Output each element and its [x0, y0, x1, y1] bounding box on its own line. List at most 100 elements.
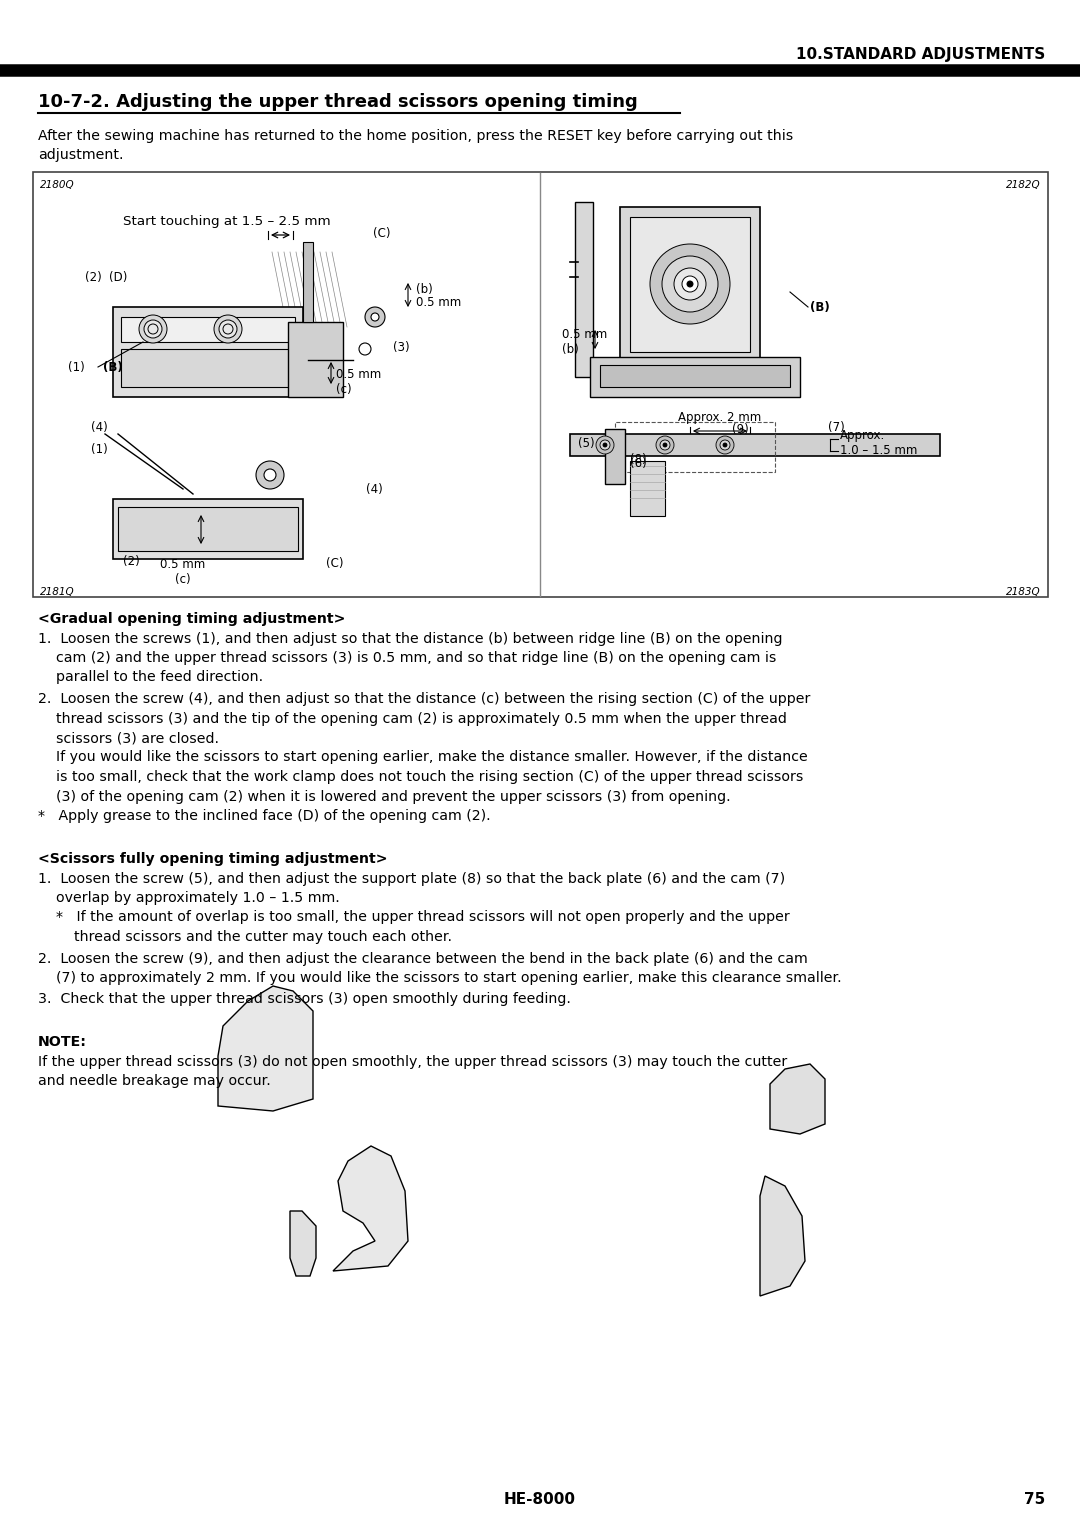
- Text: *   If the amount of overlap is too small, the upper thread scissors will not op: * If the amount of overlap is too small,…: [38, 911, 789, 924]
- Circle shape: [650, 244, 730, 324]
- Text: (3): (3): [393, 341, 409, 353]
- Bar: [590, 358, 800, 397]
- Bar: [288, 322, 343, 397]
- Text: <Scissors fully opening timing adjustment>: <Scissors fully opening timing adjustmen…: [38, 853, 388, 866]
- Polygon shape: [770, 1063, 825, 1134]
- Text: cam (2) and the upper thread scissors (3) is 0.5 mm, and so that ridge line (B) : cam (2) and the upper thread scissors (3…: [38, 651, 777, 665]
- Text: (c): (c): [175, 573, 191, 585]
- Text: (b): (b): [416, 283, 433, 295]
- Circle shape: [139, 315, 167, 342]
- Circle shape: [681, 277, 698, 292]
- Text: (7) to approximately 2 mm. If you would like the scissors to start opening earli: (7) to approximately 2 mm. If you would …: [38, 970, 841, 986]
- Circle shape: [660, 440, 670, 451]
- Text: (C): (C): [326, 558, 343, 570]
- Bar: [303, 241, 313, 322]
- Text: is too small, check that the work clamp does not touch the rising section (C) of: is too small, check that the work clamp …: [38, 770, 804, 784]
- Text: 2.  Loosen the screw (9), and then adjust the clearance between the bend in the : 2. Loosen the screw (9), and then adjust…: [38, 952, 808, 966]
- Text: thread scissors (3) and the tip of the opening cam (2) is approximately 0.5 mm w: thread scissors (3) and the tip of the o…: [38, 712, 787, 726]
- Circle shape: [144, 319, 162, 338]
- Bar: [630, 217, 750, 351]
- Text: Start touching at 1.5 – 2.5 mm: Start touching at 1.5 – 2.5 mm: [123, 215, 330, 229]
- Text: (8): (8): [630, 452, 647, 466]
- Text: 10-7-2. Adjusting the upper thread scissors opening timing: 10-7-2. Adjusting the upper thread sciss…: [38, 93, 638, 112]
- Circle shape: [723, 443, 727, 448]
- Bar: [605, 429, 625, 484]
- Text: thread scissors and the cutter may touch each other.: thread scissors and the cutter may touch…: [38, 931, 453, 944]
- Circle shape: [603, 443, 607, 448]
- Bar: [113, 307, 303, 397]
- Text: (3) of the opening cam (2) when it is lowered and prevent the upper scissors (3): (3) of the opening cam (2) when it is lo…: [38, 790, 731, 804]
- Text: (1): (1): [68, 361, 85, 373]
- Text: 1.0 – 1.5 mm: 1.0 – 1.5 mm: [840, 443, 917, 457]
- Text: (b): (b): [562, 342, 579, 356]
- Text: (C): (C): [373, 228, 391, 240]
- Text: Approx.: Approx.: [840, 429, 886, 443]
- Text: (5): (5): [578, 437, 595, 451]
- Text: 3.  Check that the upper thread scissors (3) open smoothly during feeding.: 3. Check that the upper thread scissors …: [38, 993, 571, 1007]
- Bar: [570, 434, 940, 455]
- Circle shape: [674, 267, 706, 299]
- Text: (D): (D): [109, 272, 127, 284]
- Bar: [630, 461, 665, 516]
- Circle shape: [264, 469, 276, 481]
- Text: *   Apply grease to the inclined face (D) of the opening cam (2).: * Apply grease to the inclined face (D) …: [38, 808, 490, 824]
- Text: (4): (4): [91, 420, 108, 434]
- Text: adjustment.: adjustment.: [38, 148, 123, 162]
- Circle shape: [359, 342, 372, 354]
- Bar: [113, 500, 303, 559]
- Circle shape: [365, 307, 384, 327]
- Text: parallel to the feed direction.: parallel to the feed direction.: [38, 671, 264, 685]
- Circle shape: [662, 257, 718, 312]
- Text: If the upper thread scissors (3) do not open smoothly, the upper thread scissors: If the upper thread scissors (3) do not …: [38, 1054, 787, 1070]
- Bar: [615, 422, 775, 472]
- Text: 2.  Loosen the screw (4), and then adjust so that the distance (c) between the r: 2. Loosen the screw (4), and then adjust…: [38, 692, 810, 706]
- Text: (B): (B): [103, 361, 123, 373]
- Text: (4): (4): [366, 483, 382, 495]
- Circle shape: [372, 313, 379, 321]
- Text: scissors (3) are closed.: scissors (3) are closed.: [38, 730, 219, 746]
- Text: (6): (6): [630, 457, 647, 471]
- Text: 0.5 mm: 0.5 mm: [562, 329, 607, 341]
- Circle shape: [663, 443, 667, 448]
- Text: (B): (B): [810, 301, 829, 313]
- Text: 2181Q: 2181Q: [40, 587, 75, 597]
- Text: 10.STANDARD ADJUSTMENTS: 10.STANDARD ADJUSTMENTS: [796, 47, 1045, 63]
- Text: If you would like the scissors to start opening earlier, make the distance small: If you would like the scissors to start …: [38, 750, 808, 764]
- Polygon shape: [333, 1146, 408, 1271]
- Circle shape: [222, 324, 233, 335]
- Text: 1.  Loosen the screw (5), and then adjust the support plate (8) so that the back: 1. Loosen the screw (5), and then adjust…: [38, 871, 785, 886]
- Text: (2): (2): [123, 555, 139, 567]
- Text: <Gradual opening timing adjustment>: <Gradual opening timing adjustment>: [38, 613, 346, 626]
- Text: overlap by approximately 1.0 – 1.5 mm.: overlap by approximately 1.0 – 1.5 mm.: [38, 891, 340, 905]
- Text: 1.  Loosen the screws (1), and then adjust so that the distance (b) between ridg: 1. Loosen the screws (1), and then adjus…: [38, 631, 783, 645]
- Bar: [575, 202, 593, 377]
- Text: HE-8000: HE-8000: [504, 1493, 576, 1508]
- Circle shape: [600, 440, 610, 451]
- Polygon shape: [291, 1212, 316, 1276]
- Circle shape: [219, 319, 237, 338]
- Circle shape: [596, 435, 615, 454]
- Circle shape: [148, 324, 158, 335]
- Text: After the sewing machine has returned to the home position, press the RESET key : After the sewing machine has returned to…: [38, 128, 793, 144]
- Bar: [600, 365, 789, 387]
- Text: 2180Q: 2180Q: [40, 180, 75, 189]
- Text: 2182Q: 2182Q: [1007, 180, 1041, 189]
- Bar: [118, 507, 298, 552]
- Text: 2183Q: 2183Q: [1007, 587, 1041, 597]
- Text: 0.5 mm: 0.5 mm: [416, 296, 461, 310]
- Text: 75: 75: [1024, 1493, 1045, 1508]
- Text: (1): (1): [91, 443, 108, 455]
- Circle shape: [214, 315, 242, 342]
- Circle shape: [256, 461, 284, 489]
- Bar: [33, 173, 1048, 597]
- Circle shape: [716, 435, 734, 454]
- Text: (7): (7): [828, 420, 845, 434]
- Text: (c): (c): [336, 382, 352, 396]
- Circle shape: [687, 281, 693, 287]
- Polygon shape: [760, 1177, 805, 1296]
- Bar: [121, 316, 295, 342]
- Text: Approx. 2 mm: Approx. 2 mm: [678, 411, 761, 423]
- Bar: [620, 206, 760, 362]
- Circle shape: [720, 440, 730, 451]
- Text: (9): (9): [732, 423, 748, 435]
